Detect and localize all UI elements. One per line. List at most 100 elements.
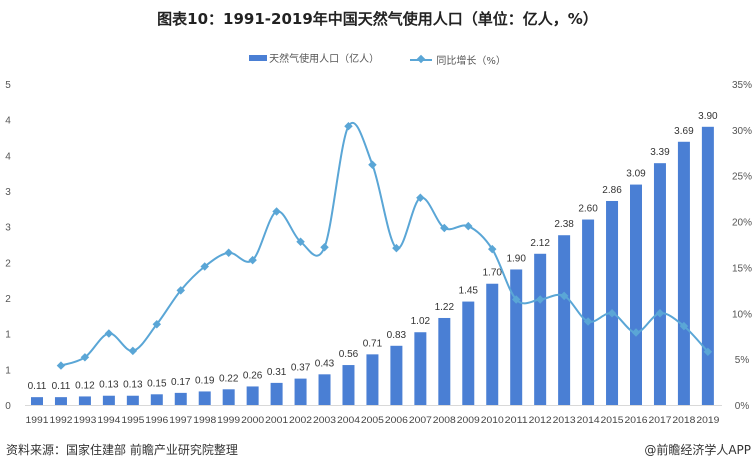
growth-point (128, 346, 138, 356)
growth-point (392, 243, 401, 253)
y-left-tick-label: 4 (5, 116, 11, 127)
bar (582, 219, 595, 405)
y-left-tick-label: 3 (5, 223, 11, 234)
y-left-tick-label: 0 (5, 401, 11, 412)
bar (318, 374, 331, 405)
source-note: 资料来源：国家住建部 前瞻产业研究院整理 (6, 443, 238, 457)
bar-data-label: 0.12 (75, 380, 95, 391)
bar-data-label: 0.56 (339, 349, 359, 360)
x-tick-label: 2003 (313, 415, 336, 425)
growth-point (296, 237, 305, 246)
x-tick-label: 1999 (217, 415, 240, 425)
chart-title: 图表10：1991-2019年中国天然气使用人口（单位：亿人，%） (157, 10, 598, 28)
bar-data-label: 2.60 (578, 204, 598, 215)
growth-point (80, 353, 90, 362)
y-right-tick-label: 10% (732, 309, 752, 320)
bar (342, 365, 355, 405)
bar-data-label: 3.90 (698, 111, 718, 122)
x-tick-label: 1995 (121, 415, 144, 425)
x-tick-label: 2001 (265, 415, 288, 425)
bar (294, 378, 307, 405)
growth-point (56, 361, 66, 370)
x-tick-label: 2005 (361, 415, 384, 425)
x-tick-label: 2012 (529, 415, 552, 425)
bar (102, 395, 115, 405)
bar-data-label: 0.43 (315, 358, 335, 369)
bar-data-label: 0.13 (99, 380, 119, 391)
bar (630, 184, 642, 405)
bar (54, 397, 67, 405)
bar-data-label: 3.69 (674, 126, 694, 137)
bar (701, 126, 714, 406)
bar-data-label: 0.11 (28, 381, 47, 392)
y-left-tick-label: 5 (5, 80, 11, 91)
bar (31, 397, 43, 405)
growth-point (320, 243, 329, 252)
x-tick-label: 2007 (409, 415, 432, 425)
x-tick-label: 2015 (601, 415, 624, 425)
y-right-tick-label: 35% (732, 80, 752, 91)
growth-point (176, 286, 186, 295)
growth-point (104, 329, 114, 338)
x-tick-label: 1998 (193, 415, 216, 425)
bar-data-label: 0.19 (195, 375, 215, 386)
y-right-tick-label: 0% (735, 401, 750, 412)
x-tick-label: 2017 (648, 415, 671, 425)
bar-data-label: 0.11 (52, 381, 71, 392)
y-left-tick-label: 3 (5, 187, 11, 198)
x-tick-label: 2013 (553, 415, 576, 425)
bar (677, 141, 690, 405)
x-tick-label: 2002 (289, 415, 312, 425)
x-tick-label: 2019 (696, 415, 719, 425)
bar-data-label: 3.09 (626, 169, 646, 180)
y-right-tick-label: 30% (732, 126, 752, 137)
bar-data-label: 0.13 (123, 380, 143, 391)
y-left-tick-label: 2 (5, 294, 11, 305)
bar-data-label: 0.22 (219, 373, 239, 384)
bar-data-label: 3.39 (650, 147, 670, 158)
bar-data-label: 2.12 (530, 238, 550, 249)
bar (270, 382, 283, 405)
growth-point (152, 320, 162, 329)
x-tick-label: 2016 (625, 415, 648, 425)
bar (438, 317, 451, 405)
x-tick-label: 2009 (457, 415, 480, 425)
y-left-tick-label: 2 (5, 258, 11, 269)
x-tick-label: 2010 (481, 415, 504, 425)
growth-line (60, 122, 709, 367)
x-tick-label: 2011 (505, 415, 528, 425)
bar (462, 301, 475, 405)
bar-data-label: 1.90 (506, 253, 526, 264)
growth-point (200, 262, 209, 271)
legend-bar-label: 天然气使用人口（亿人） (269, 54, 380, 65)
bar (126, 395, 139, 405)
bar (366, 354, 379, 405)
bar (198, 391, 211, 405)
x-tick-label: 1996 (145, 415, 168, 425)
growth-point (583, 317, 593, 326)
y-left-tick-label: 1 (5, 365, 11, 376)
y-left-tick-label: 4 (5, 151, 11, 162)
growth-point (511, 295, 521, 304)
growth-point (368, 160, 377, 169)
x-tick-label: 2006 (385, 415, 408, 425)
x-tick-label: 1997 (169, 415, 192, 425)
x-tick-label: 2004 (337, 415, 360, 425)
growth-point (416, 193, 425, 202)
legend-line-label: 同比增长（%） (436, 56, 506, 67)
growth-point (272, 207, 281, 216)
bar (486, 283, 499, 405)
bar (174, 392, 187, 405)
bar-data-label: 1.45 (459, 286, 479, 297)
legend: 天然气使用人口（亿人） 同比增长（%） (0, 50, 755, 67)
bar-data-label: 0.37 (291, 363, 311, 374)
growth-point (655, 309, 665, 318)
growth-point (344, 121, 353, 131)
growth-point (679, 321, 689, 331)
bar (558, 235, 571, 405)
bar-data-label: 0.26 (243, 370, 263, 381)
x-tick-label: 2000 (241, 415, 264, 425)
bar-data-label: 2.38 (554, 219, 574, 230)
growth-point (464, 221, 473, 231)
